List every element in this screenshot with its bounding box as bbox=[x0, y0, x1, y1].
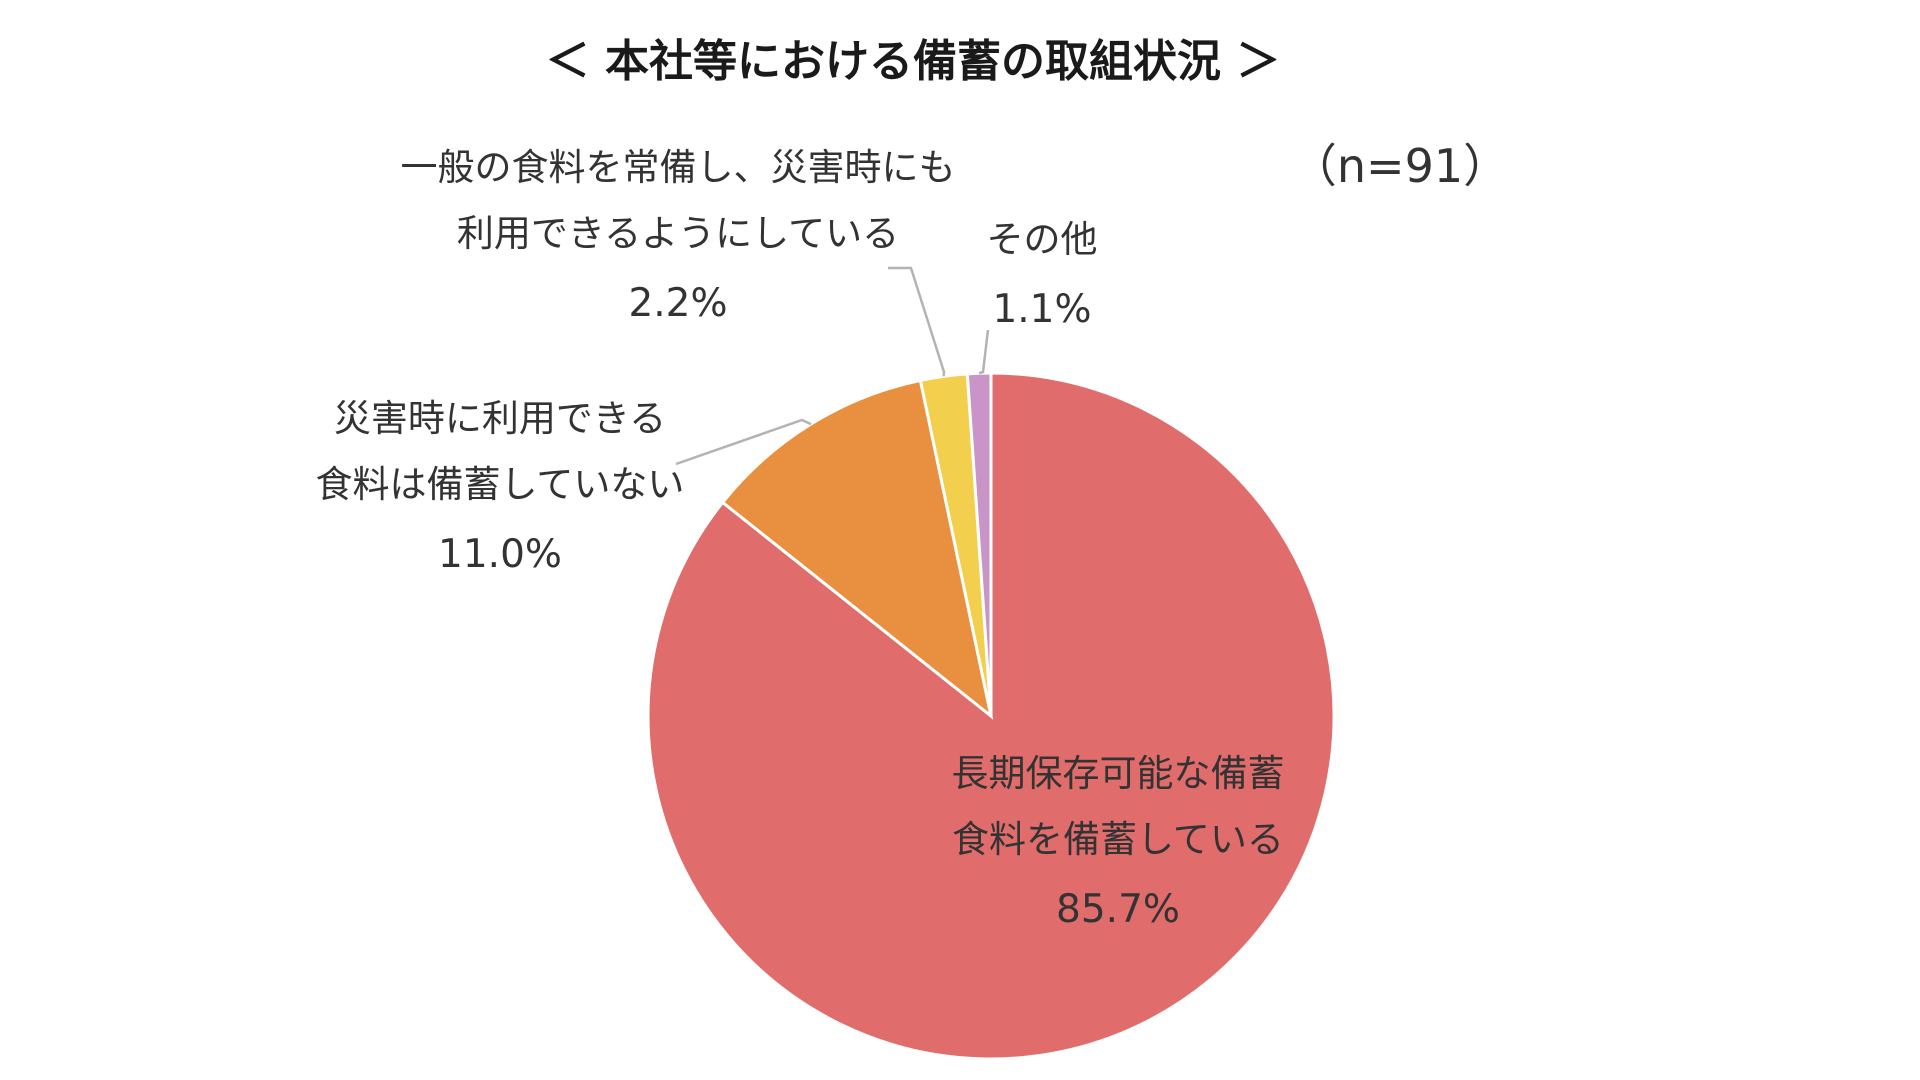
slice-label-general-line-2: 利用できるようにしている bbox=[457, 212, 899, 255]
slice-label-no-stock-line-1: 災害時に利用できる bbox=[334, 397, 666, 440]
slice-value-general: 2.2% bbox=[628, 281, 727, 326]
slice-label-general-line-1: 一般の食料を常備し、災害時にも bbox=[401, 146, 956, 189]
leader-line-other bbox=[978, 329, 990, 375]
slice-label-long-term-line-1: 長期保存可能な備蓄 bbox=[952, 752, 1285, 795]
leader-lines bbox=[675, 266, 990, 466]
leader-line-general bbox=[888, 266, 946, 377]
slice-label-no-stock-line-2: 食料は備蓄していない bbox=[316, 463, 685, 506]
slice-value-other: 1.1% bbox=[992, 287, 1091, 332]
slice-label-other-line-1: その他 bbox=[987, 218, 1098, 261]
slice-value-no-stock: 11.0% bbox=[438, 532, 562, 577]
leader-line-no-stock bbox=[675, 418, 812, 466]
pie-slices bbox=[646, 371, 1336, 1061]
slice-label-long-term-line-2: 食料を備蓄している bbox=[952, 818, 1284, 861]
chart-title: ＜ 本社等における備蓄の取組状況 ＞ bbox=[546, 36, 1281, 87]
slice-value-long-term: 85.7% bbox=[1056, 887, 1180, 932]
sample-size-annotation: （n=91） bbox=[1291, 139, 1509, 193]
